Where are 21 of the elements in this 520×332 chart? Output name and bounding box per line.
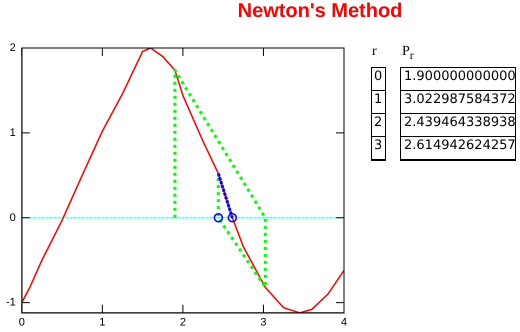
text: 1 bbox=[372, 91, 385, 114]
y-tick-label: -1 bbox=[6, 296, 16, 309]
x-tick-label: 0 bbox=[18, 316, 25, 328]
line-series bbox=[173, 68, 267, 289]
x-tick-label: 3 bbox=[260, 316, 267, 328]
y-tick-label: 2 bbox=[10, 42, 16, 54]
text: 0 bbox=[372, 68, 385, 91]
text: 3.022987584372 bbox=[401, 91, 516, 114]
y-tick-label: 1 bbox=[10, 126, 16, 139]
y-tick-label: 0 bbox=[10, 212, 16, 224]
text: 1.900000000000 bbox=[401, 68, 516, 91]
x-tick-label: 4 bbox=[340, 316, 348, 328]
text: 2.439464338938 bbox=[401, 114, 516, 137]
text: r bbox=[372, 44, 377, 60]
text: 2.614942624257 bbox=[401, 137, 516, 160]
text: 2 bbox=[372, 114, 385, 137]
x-tick-label: 1 bbox=[99, 316, 106, 328]
text: 3 bbox=[372, 137, 385, 160]
chart-title: Newton's Method bbox=[236, 0, 404, 23]
x-tick-label: 2 bbox=[180, 316, 186, 328]
text: P$_{r}$ bbox=[402, 44, 414, 62]
